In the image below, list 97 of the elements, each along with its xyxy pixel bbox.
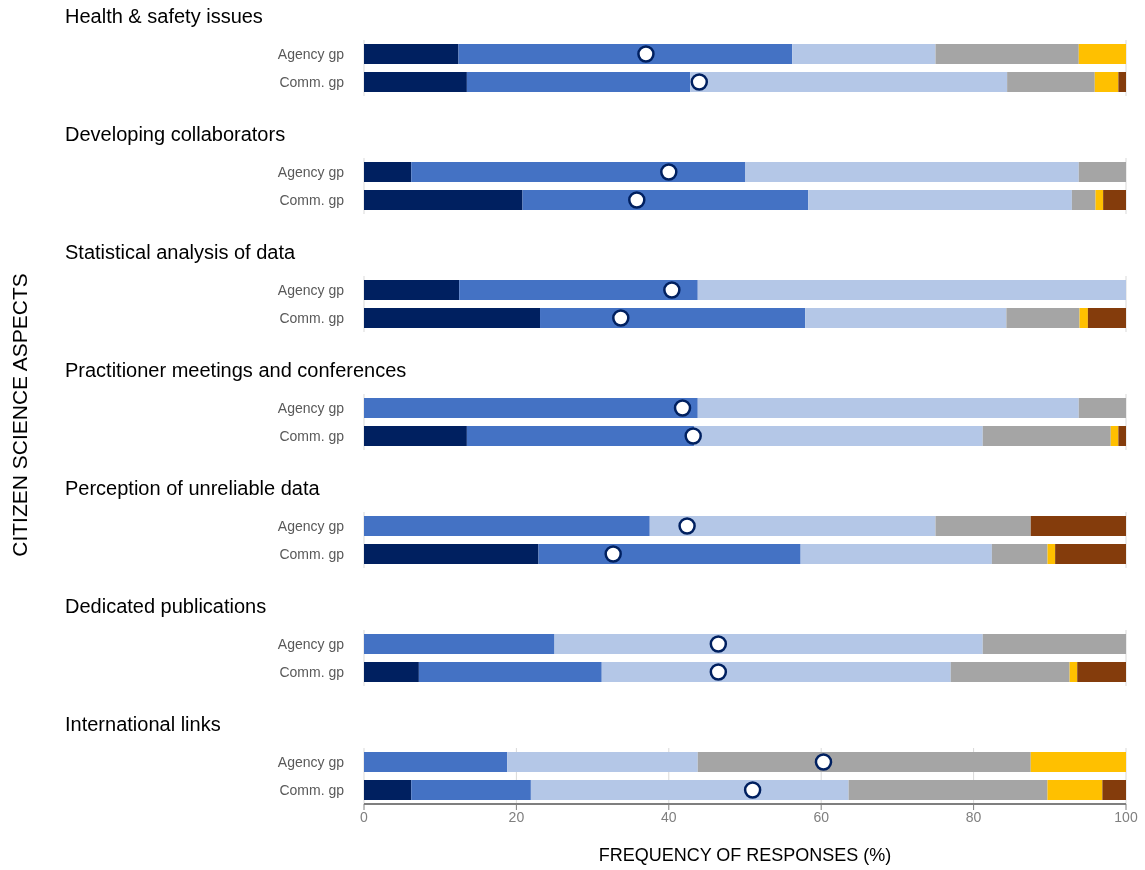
bar <box>554 634 983 654</box>
bar <box>418 662 602 682</box>
bar <box>1078 162 1126 182</box>
bar <box>1055 544 1126 564</box>
y-tick-label: Comm. gp <box>279 545 345 562</box>
bar <box>690 72 1008 92</box>
bar <box>935 44 1079 64</box>
y-tick-label: Agency gp <box>277 281 345 298</box>
bar <box>364 308 541 328</box>
bar <box>1079 308 1088 328</box>
bar <box>991 544 1048 564</box>
bar <box>364 544 539 564</box>
bar <box>1030 516 1126 536</box>
bar <box>693 426 983 446</box>
x-tick-label: 60 <box>813 808 830 825</box>
bar <box>364 780 412 800</box>
bar <box>1006 308 1080 328</box>
y-tick-label: Agency gp <box>277 635 345 652</box>
bar <box>1118 72 1126 92</box>
y-tick-label: Comm. gp <box>279 781 345 798</box>
bar <box>364 398 698 418</box>
bar <box>458 44 793 64</box>
bar <box>1047 780 1103 800</box>
x-tick-label: 0 <box>360 808 369 825</box>
bar <box>459 280 698 300</box>
bar <box>792 44 936 64</box>
bar <box>540 308 806 328</box>
bar <box>1095 190 1104 210</box>
x-tick-label: 100 <box>1114 808 1138 825</box>
y-tick-label: Comm. gp <box>279 663 345 680</box>
y-axis-title: CITIZEN SCIENCE ASPECTS <box>8 273 32 557</box>
y-tick-label: Comm. gp <box>279 427 345 444</box>
y-tick-label: Agency gp <box>277 45 345 62</box>
y-tick-label: Agency gp <box>277 399 345 416</box>
bar <box>1077 662 1126 682</box>
bar <box>1078 398 1126 418</box>
bar <box>1087 308 1126 328</box>
x-tick-label: 20 <box>508 808 525 825</box>
bar <box>745 162 1079 182</box>
text: Health & safety issues <box>65 5 263 28</box>
y-tick-label: Agency gp <box>277 517 345 534</box>
bar <box>507 752 698 772</box>
bar <box>364 44 459 64</box>
bar <box>808 190 1072 210</box>
bar <box>848 780 1048 800</box>
bar <box>1071 190 1096 210</box>
bar <box>530 780 849 800</box>
bar <box>364 634 555 654</box>
bar <box>1069 662 1078 682</box>
bar <box>411 780 531 800</box>
bar <box>1030 752 1126 772</box>
chart-title: Practitioner meetings and conferences <box>65 359 407 382</box>
text: International links <box>65 713 221 736</box>
bar <box>697 398 1079 418</box>
bar <box>364 426 467 446</box>
bar <box>411 162 745 182</box>
bar <box>935 516 1031 536</box>
bar <box>364 162 412 182</box>
bar <box>364 752 508 772</box>
bar <box>364 280 460 300</box>
x-axis-title: FREQUENCY OF RESPONSES (%) <box>597 845 893 866</box>
bar <box>364 190 523 210</box>
bar <box>1007 72 1095 92</box>
text: Developing collaborators <box>65 123 286 146</box>
y-tick-label: Comm. gp <box>279 309 345 326</box>
x-tick-label: 40 <box>661 808 677 825</box>
x-tick-label: 80 <box>965 808 982 825</box>
text: Perception of unreliable data <box>65 477 320 500</box>
bar <box>522 190 809 210</box>
bar <box>649 516 936 536</box>
bar <box>800 544 992 564</box>
bar <box>1103 190 1126 210</box>
bar <box>466 426 694 446</box>
bar <box>1094 72 1119 92</box>
bar <box>1102 780 1126 800</box>
bar <box>950 662 1070 682</box>
bar <box>466 72 691 92</box>
bar <box>697 280 1126 300</box>
bar <box>805 308 1007 328</box>
bar <box>982 634 1126 654</box>
y-tick-label: Agency gp <box>277 753 345 770</box>
bar <box>1118 426 1126 446</box>
y-tick-label: Comm. gp <box>279 73 345 90</box>
bar <box>1110 426 1119 446</box>
bar <box>364 72 467 92</box>
bar <box>364 662 419 682</box>
bar <box>697 752 1031 772</box>
y-tick-label: Agency gp <box>277 163 345 180</box>
bar <box>364 516 650 536</box>
text: Statistical analysis of data <box>65 241 296 264</box>
bar <box>982 426 1111 446</box>
bar <box>538 544 801 564</box>
bar <box>601 662 951 682</box>
bar <box>1078 44 1126 64</box>
y-tick-label: Comm. gp <box>279 191 345 208</box>
text: Dedicated publications <box>65 595 267 618</box>
bar <box>1047 544 1056 564</box>
